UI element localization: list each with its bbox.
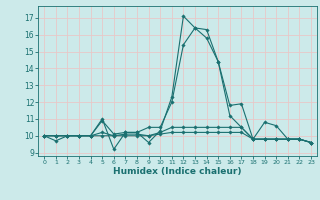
X-axis label: Humidex (Indice chaleur): Humidex (Indice chaleur) (113, 167, 242, 176)
